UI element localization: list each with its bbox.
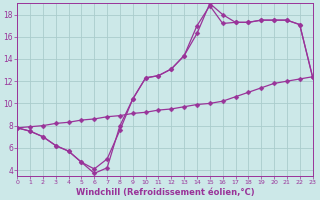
X-axis label: Windchill (Refroidissement éolien,°C): Windchill (Refroidissement éolien,°C) xyxy=(76,188,254,197)
